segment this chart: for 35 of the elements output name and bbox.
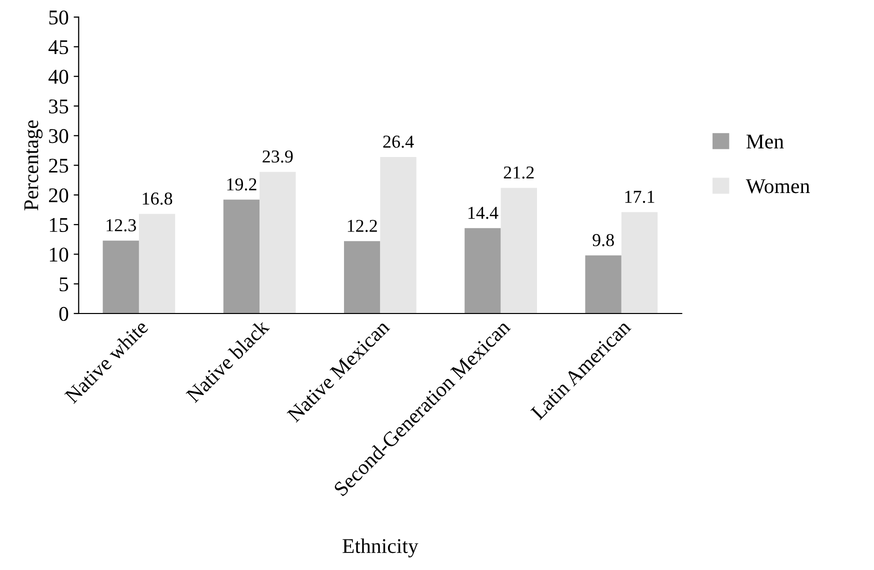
data-label: 26.4 [383,136,414,148]
bar [138,214,176,314]
x-axis-title: Ethnicity [342,538,418,558]
data-label: 23.9 [262,150,293,163]
data-label: 16.8 [142,192,172,205]
bar [500,188,537,314]
data-label: 12.3 [106,219,136,232]
bar [344,241,380,314]
bar [223,200,260,314]
y-axis-title: Percentage [24,120,43,210]
y-tick-label: 25 [49,158,68,173]
y-tick-label: 20 [49,188,68,202]
y-tick-label: 30 [49,129,68,144]
y-tick-label: 45 [48,40,68,54]
y-tick-label: 5 [60,277,68,292]
data-label: 17.1 [625,190,654,203]
y-tick-label: 40 [48,70,68,84]
data-label: 12.2 [348,220,377,232]
bar [260,172,296,314]
y-tick-label: 10 [50,248,68,262]
legend-label: Men [746,134,784,149]
bar [621,212,658,314]
y-tick-label: 0 [59,306,68,321]
data-label: 14.4 [468,206,498,219]
data-label: 9.8 [592,234,614,246]
legend-label: Women [746,179,810,194]
y-tick-label: 35 [49,99,68,114]
bar [102,240,139,314]
bar [585,255,622,314]
y-tick-label: 50 [49,10,68,25]
bar [464,228,501,314]
data-label: 19.2 [227,178,256,191]
bar [380,157,416,314]
y-tick-label: 15 [50,218,68,232]
data-label: 21.2 [504,166,534,179]
